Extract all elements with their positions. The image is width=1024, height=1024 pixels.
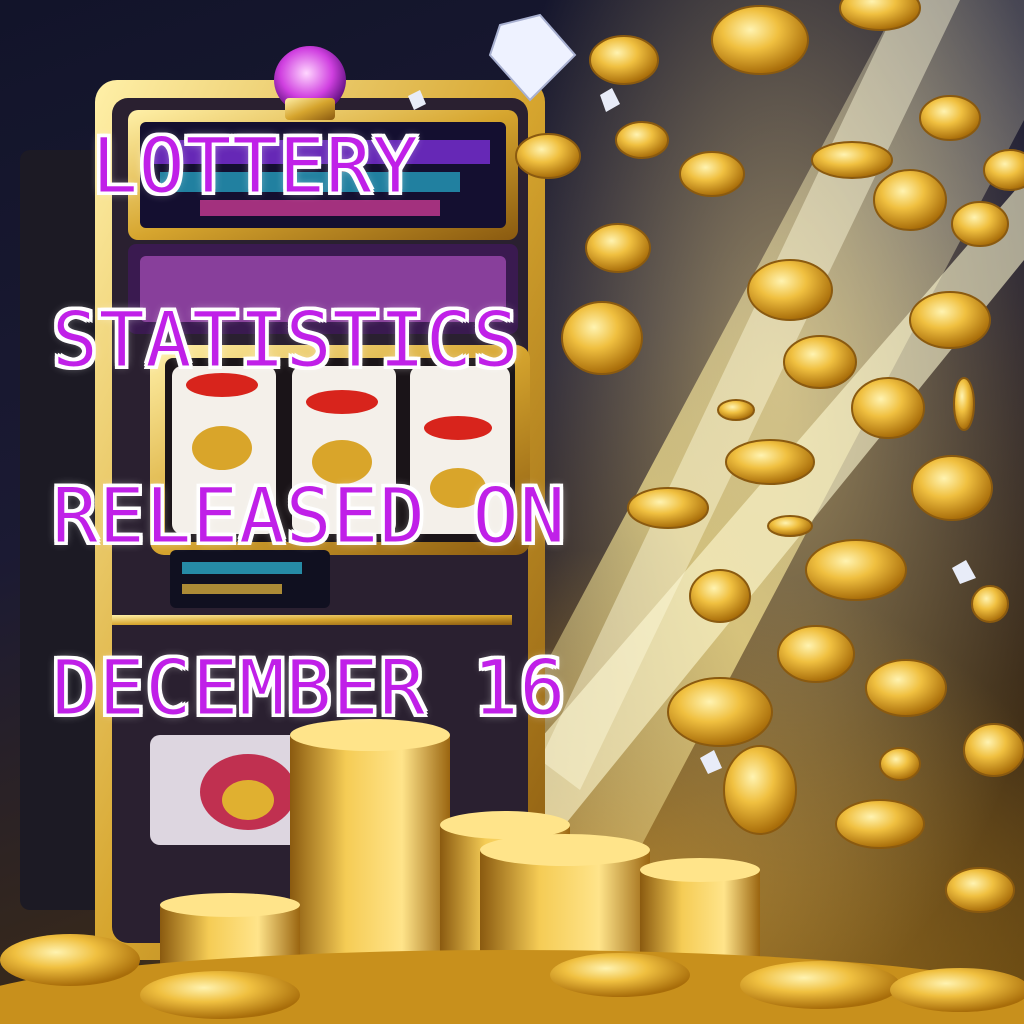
headline-line-2: STATISTICS [52,295,520,384]
gold-coin-icon [515,0,1024,913]
light-burst-icon [420,0,1024,1000]
headline-line-4: DECEMBER 16 [51,643,567,732]
headline-line-1: LOTTERY [91,121,420,210]
coin-stacks [0,719,1024,1024]
headline-line-3: RELEASED ON [51,471,567,560]
